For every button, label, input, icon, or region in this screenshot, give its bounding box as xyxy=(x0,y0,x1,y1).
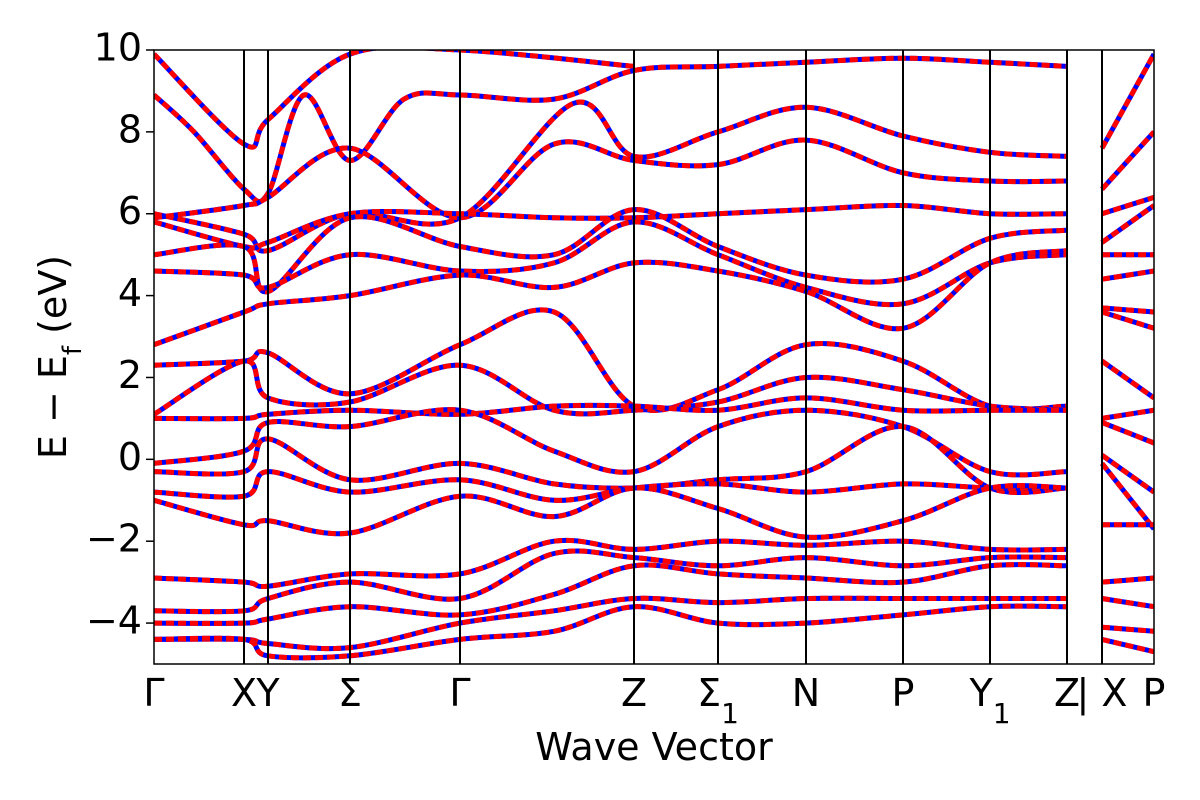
kpoint-label-8: P xyxy=(892,671,915,715)
kpoint-label-main: P xyxy=(1143,671,1166,715)
band-line-dashed-26 xyxy=(1101,305,1154,315)
y-axis-label-unit: (eV) xyxy=(31,255,75,346)
band-line-dashed-35 xyxy=(1101,596,1154,610)
band-line-dashed-31 xyxy=(1100,453,1154,495)
kpoint-label-main: Z xyxy=(621,671,647,715)
band-line-dashed-27 xyxy=(1101,309,1154,331)
kpoint-label-2: Y xyxy=(255,671,280,715)
kpoint-label-11: | X xyxy=(1077,671,1128,716)
band-line-dashed-29 xyxy=(1101,407,1154,421)
y-axis-label-main: E − E xyxy=(31,355,75,459)
kpoint-label-main: Y xyxy=(255,671,280,715)
kpoint-label-main: Γ xyxy=(143,671,164,715)
band-line-dashed-34 xyxy=(1101,575,1154,585)
kpoint-label-subscript: 1 xyxy=(993,697,1011,730)
kpoint-label-3: Σ xyxy=(338,671,362,715)
band-line-18 xyxy=(154,595,1067,652)
band-line-dashed-36 xyxy=(1101,624,1154,634)
kpoint-label-10: Z xyxy=(1054,671,1080,715)
kpoint-label-main: Γ xyxy=(449,671,470,715)
kpoint-label-0: Γ xyxy=(143,671,164,715)
band-line-dashed-18 xyxy=(154,595,1067,652)
bands-layer xyxy=(154,50,1154,661)
band-line-dashed-30 xyxy=(1101,420,1154,446)
band-line-dashed-4 xyxy=(154,202,1068,251)
band-line-dashed-37 xyxy=(1101,636,1154,655)
y-tick-label-4: 4 xyxy=(118,271,142,315)
band-line-dashed-8 xyxy=(154,307,1068,413)
y-axis-label-subscript: f xyxy=(58,345,88,355)
kpoint-label-main: Σ xyxy=(697,671,721,715)
band-line-dashed-7 xyxy=(154,248,1068,348)
y-ticks: −4 −2 0 2 4 6 8 10 xyxy=(86,26,154,643)
band-line-7 xyxy=(154,248,1068,348)
band-line-dashed-21 xyxy=(1100,130,1154,191)
kpoint-label-main: P xyxy=(892,671,915,715)
kpoint-label-4: Γ xyxy=(449,671,470,715)
y-tick-label-0: −4 xyxy=(86,599,142,643)
kpoint-label-6: Σ1 xyxy=(697,671,739,730)
kpoint-label-main: X xyxy=(231,671,257,715)
kpoint-label-5: Z xyxy=(621,671,647,715)
y-axis-label: E − Ef (eV) xyxy=(31,255,88,459)
kpoint-label-7: N xyxy=(792,671,820,715)
kpoint-label-main: N xyxy=(792,671,820,715)
kpoint-label-main: Σ xyxy=(338,671,362,715)
band-line-dashed-20 xyxy=(1099,52,1154,150)
x-axis-label: Wave Vector xyxy=(535,725,773,769)
kpoint-separator: | xyxy=(1077,671,1102,716)
kpoint-label-12: P xyxy=(1143,671,1166,715)
kpoint-label-main: Z xyxy=(1054,671,1080,715)
band-line-dashed-25 xyxy=(1101,268,1154,282)
band-line-dashed-23 xyxy=(1100,203,1154,245)
y-tick-label-7: 10 xyxy=(94,26,142,70)
band-line-dashed-6 xyxy=(154,219,1068,308)
y-tick-label-5: 6 xyxy=(118,189,142,233)
kpoint-label-9: Y1 xyxy=(968,671,1010,730)
band-line-11 xyxy=(154,407,1068,478)
y-tick-label-2: 0 xyxy=(118,435,142,479)
y-tick-label-1: −2 xyxy=(86,517,142,561)
kpoint-label-subscript: 1 xyxy=(721,697,739,730)
band-line-dashed-14 xyxy=(154,483,1068,540)
band-line-dashed-0 xyxy=(154,50,635,150)
plot-frame xyxy=(153,49,1155,665)
band-line-dashed-22 xyxy=(1101,195,1154,217)
kpoint-lines xyxy=(243,50,1103,664)
y-tick-label-3: 2 xyxy=(118,353,142,397)
kpoint-label-main: X xyxy=(1101,671,1127,715)
kpoint-label-main: Y xyxy=(968,671,993,715)
y-tick-label-6: 8 xyxy=(118,107,142,151)
band-line-dashed-16 xyxy=(154,548,1068,615)
band-line-dashed-28 xyxy=(1100,359,1154,400)
kpoint-label-1: X xyxy=(231,671,257,715)
band-line-dashed-9 xyxy=(154,358,1068,417)
